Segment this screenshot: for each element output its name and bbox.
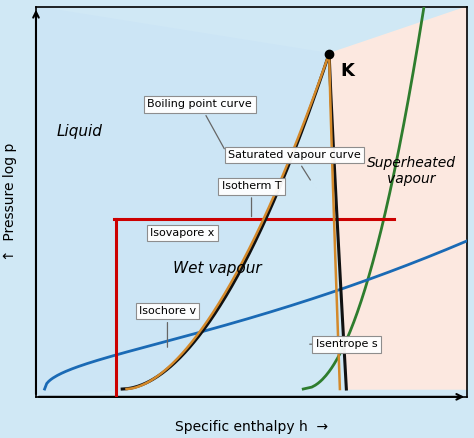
- Text: Specific enthalpy h  →: Specific enthalpy h →: [175, 420, 328, 434]
- Polygon shape: [122, 54, 346, 389]
- Text: Boiling point curve: Boiling point curve: [147, 99, 252, 149]
- Polygon shape: [329, 7, 467, 389]
- Polygon shape: [36, 7, 329, 397]
- Text: Superheated
vapour: Superheated vapour: [366, 155, 456, 186]
- Text: Liquid: Liquid: [56, 124, 102, 139]
- Text: Isovapore x: Isovapore x: [150, 228, 215, 238]
- Text: Isochore v: Isochore v: [139, 306, 196, 347]
- Text: Isotherm T: Isotherm T: [222, 181, 282, 217]
- Text: K: K: [340, 61, 354, 80]
- Text: Wet vapour: Wet vapour: [173, 261, 261, 276]
- Text: Isentrope s: Isentrope s: [310, 339, 377, 349]
- Text: ↑  Pressure log p: ↑ Pressure log p: [3, 143, 17, 261]
- Text: Saturated vapour curve: Saturated vapour curve: [228, 150, 361, 180]
